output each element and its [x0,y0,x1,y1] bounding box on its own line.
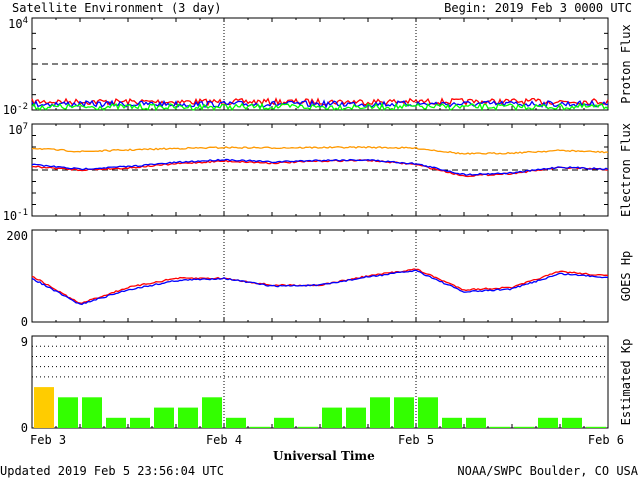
series-line-goes_hp-blue [31,269,609,306]
kp-bar [274,417,294,428]
y-tick-label-bottom-goes_hp: 0 [21,315,28,329]
kp-bar [538,417,558,428]
panel-frame-kp [31,335,609,429]
x-tick-label: Feb 5 [398,433,434,447]
panel-frame-goes_hp [31,229,609,323]
y-axis-label-kp: Estimated Kp [619,339,633,426]
kp-bar [562,417,582,428]
begin-date: Begin: 2019 Feb 3 0000 UTC [444,1,632,15]
kp-bar [178,407,198,428]
updated-timestamp: Updated 2019 Feb 5 23:56:04 UTC [0,464,224,478]
y-tick-label-top-goes_hp: 200 [6,229,28,243]
kp-bar [82,397,102,428]
y-tick-label-top-kp: 9 [21,335,28,349]
series-line-electron-orange [31,145,609,155]
panel-frame-electron [31,123,609,217]
x-tick-label: Feb 6 [588,433,624,447]
chart-title: Satellite Environment (3 day) [12,1,222,15]
kp-bar [130,417,150,428]
kp-bar [442,417,462,428]
kp-bar [202,397,222,428]
kp-bar [514,426,534,428]
y-axis-label-proton: Proton Flux [619,24,633,103]
credit-label: NOAA/SWPC Boulder, CO USA [457,464,638,478]
kp-bar [322,407,342,428]
kp-bar [466,417,486,428]
kp-bar [394,397,414,428]
kp-bar [34,387,54,428]
kp-bar [586,426,606,428]
y-tick-label-bottom-kp: 0 [21,421,28,435]
series-line-electron-blue [31,158,609,176]
kp-bar [346,407,366,428]
series-line-proton-blue [31,99,609,109]
begin-label: Begin: [444,1,488,15]
y-tick-label-top-proton: 104 [8,16,28,31]
x-tick-label: Feb 4 [206,433,242,447]
y-tick-label-bottom-electron: 10-1 [3,208,28,223]
x-tick-label: Feb 3 [30,433,66,447]
series-line-proton-green [31,101,609,112]
kp-bar [370,397,390,428]
kp-bar [106,417,126,428]
series-line-electron-red [32,159,609,178]
y-tick-label-top-electron: 107 [8,122,28,137]
kp-bar [58,397,78,428]
y-axis-label-electron: Electron Flux [619,123,633,217]
kp-bar [226,417,246,428]
panel-frame-proton [31,17,609,111]
kp-bar [154,407,174,428]
kp-bar [418,397,438,428]
y-tick-label-bottom-proton: 10-2 [3,102,28,117]
y-axis-label-goes_hp: GOES Hp [619,251,633,302]
begin-value: 2019 Feb 3 0000 UTC [494,1,632,15]
x-axis-title: Universal Time [273,449,375,463]
kp-bar [298,426,318,428]
kp-bar [490,426,510,428]
kp-bar [250,426,270,428]
